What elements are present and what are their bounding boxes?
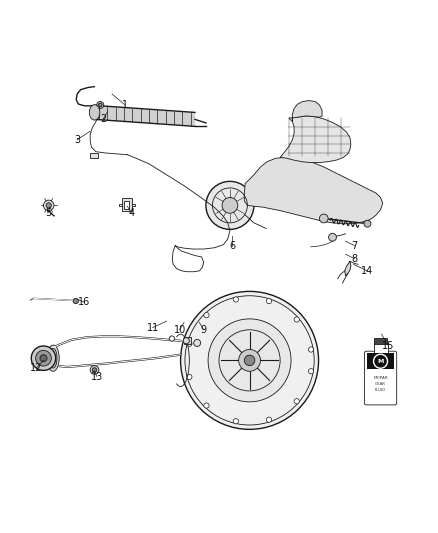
- Circle shape: [239, 350, 261, 372]
- Text: 14: 14: [361, 266, 374, 276]
- Text: 7: 7: [351, 240, 357, 251]
- Circle shape: [364, 220, 371, 227]
- Text: 12: 12: [30, 363, 42, 373]
- Text: M: M: [378, 359, 384, 364]
- Bar: [122, 198, 132, 212]
- Circle shape: [180, 292, 318, 430]
- Text: 13: 13: [91, 372, 103, 382]
- Bar: [90, 152, 98, 158]
- Circle shape: [204, 403, 209, 408]
- Text: FLUID: FLUID: [375, 388, 386, 392]
- Circle shape: [99, 103, 102, 107]
- Text: 2: 2: [100, 114, 106, 124]
- Circle shape: [169, 336, 174, 341]
- Circle shape: [35, 350, 51, 366]
- Circle shape: [294, 317, 299, 322]
- Text: 8: 8: [351, 254, 357, 264]
- Circle shape: [40, 354, 47, 362]
- Text: 3: 3: [74, 135, 80, 145]
- Ellipse shape: [47, 345, 59, 372]
- Circle shape: [97, 101, 104, 108]
- Circle shape: [319, 214, 328, 223]
- Text: 15: 15: [382, 341, 395, 351]
- Circle shape: [187, 374, 192, 379]
- Circle shape: [308, 369, 314, 374]
- Bar: [374, 343, 388, 352]
- Circle shape: [294, 399, 299, 404]
- Circle shape: [187, 341, 192, 346]
- Text: 9: 9: [201, 325, 207, 335]
- Circle shape: [73, 298, 78, 304]
- Circle shape: [194, 340, 201, 346]
- Text: 1: 1: [122, 100, 128, 110]
- Polygon shape: [244, 157, 383, 224]
- Text: 5: 5: [45, 208, 51, 218]
- Text: 4: 4: [129, 208, 135, 218]
- Circle shape: [92, 368, 97, 372]
- Text: 10: 10: [173, 325, 186, 335]
- Circle shape: [233, 418, 238, 424]
- FancyBboxPatch shape: [364, 351, 397, 405]
- Text: 6: 6: [229, 240, 235, 251]
- Circle shape: [43, 200, 54, 211]
- Circle shape: [266, 298, 272, 304]
- Circle shape: [183, 338, 189, 344]
- Polygon shape: [95, 106, 195, 126]
- Circle shape: [208, 319, 291, 402]
- Text: GEAR: GEAR: [375, 382, 386, 386]
- Text: MOPAR: MOPAR: [373, 376, 388, 380]
- Circle shape: [204, 312, 209, 318]
- Bar: [367, 352, 394, 369]
- Polygon shape: [280, 116, 351, 163]
- Circle shape: [244, 355, 255, 366]
- Circle shape: [233, 297, 238, 302]
- Circle shape: [90, 366, 99, 374]
- Text: 11: 11: [146, 322, 159, 333]
- Circle shape: [374, 354, 388, 368]
- Circle shape: [222, 198, 238, 213]
- Bar: [374, 338, 387, 344]
- Bar: [184, 337, 191, 344]
- Circle shape: [206, 181, 254, 229]
- Circle shape: [266, 417, 272, 422]
- Polygon shape: [292, 101, 322, 122]
- Circle shape: [308, 347, 314, 352]
- Text: 16: 16: [78, 297, 91, 308]
- Polygon shape: [345, 261, 351, 276]
- Circle shape: [31, 346, 56, 370]
- Ellipse shape: [89, 104, 100, 120]
- Circle shape: [328, 233, 336, 241]
- Circle shape: [46, 203, 51, 208]
- Bar: [124, 201, 130, 209]
